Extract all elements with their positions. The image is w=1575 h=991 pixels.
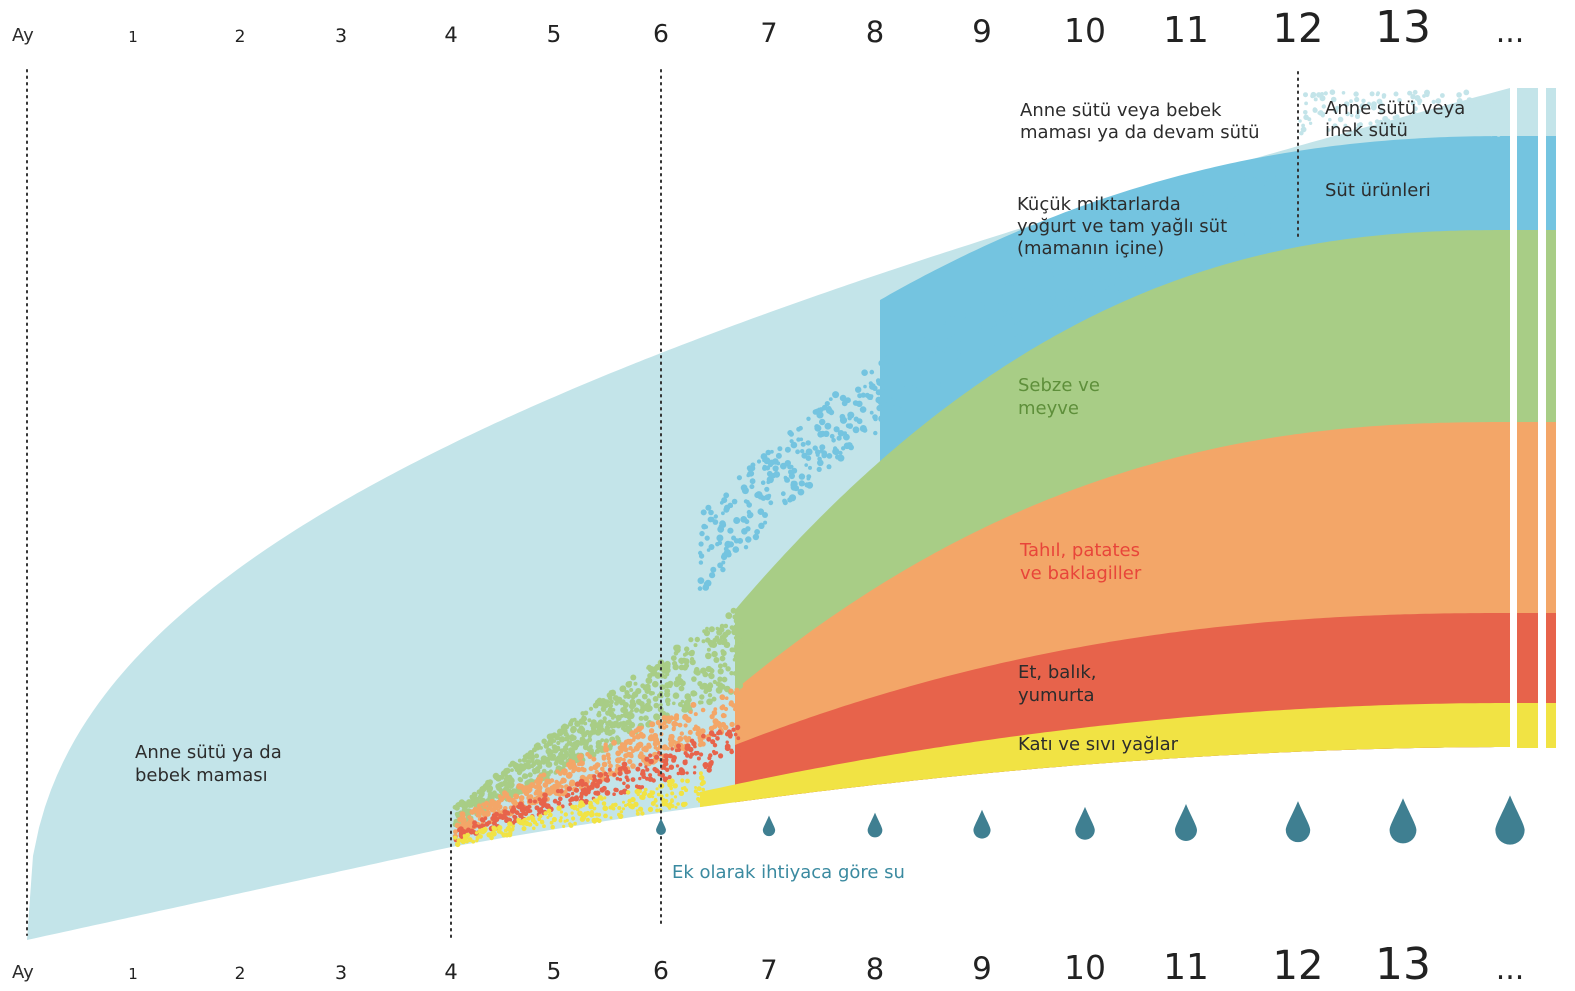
axis-month-top-3: 3	[335, 25, 347, 47]
strip-grain-1	[1546, 422, 1556, 613]
water-drop-icon	[1075, 806, 1095, 840]
label-meat: Et, balık, yumurta	[1018, 662, 1096, 706]
strip-dairy-0	[1517, 136, 1538, 230]
axis-month-bottom-3: 3	[335, 962, 347, 984]
axis-month-top-12: 12	[1273, 6, 1324, 52]
axis-month-bottom-10: 10	[1064, 948, 1106, 987]
axis-month-bottom-4: 4	[444, 960, 457, 984]
water-drop-icon	[762, 815, 776, 837]
dots-meat	[453, 724, 741, 843]
strip-gap-0	[1510, 80, 1517, 760]
axis-month-top-13: 13	[1375, 2, 1431, 53]
dots-milk	[1298, 89, 1506, 139]
strip-meat-1	[1546, 613, 1556, 703]
label-dairy: Süt ürünleri	[1325, 180, 1431, 201]
label-grain: Tahıl, patates ve baklagiller	[1019, 540, 1142, 584]
axis-month-top-6: 6	[653, 19, 669, 48]
water-drop-icon	[867, 812, 883, 838]
axis-month-top-11: 11	[1163, 10, 1209, 51]
water-drop-icon	[656, 818, 666, 835]
axis-unit-bottom: Ay	[12, 962, 34, 983]
water-drop-icon	[1495, 795, 1525, 845]
axis-month-bottom-8: 8	[866, 952, 884, 986]
month-markers	[26, 69, 1299, 941]
axis-month-top-2: 2	[235, 27, 246, 47]
axis-month-bottom-6: 6	[653, 956, 669, 985]
axis-month-top-14: ...	[1496, 15, 1525, 50]
label-water: Ek olarak ihtiyaca göre su	[672, 862, 905, 883]
water-drop-icon	[973, 809, 991, 839]
axis-month-bottom-11: 11	[1163, 947, 1209, 988]
axis-month-bottom-7: 7	[760, 955, 777, 986]
strip-veg-1	[1546, 230, 1556, 422]
month-axis: Ay 1 2 3 4 5 6 7 8 9 10 11 12 13 ...Ay 1 2 3 4 5 6 7 8 9 10 11 12 1…	[12, 2, 1524, 990]
axis-month-top-1: 1	[128, 28, 138, 46]
axis-month-bottom-14: ...	[1496, 952, 1525, 987]
label-milk-after12: Anne sütü veya inek sütü	[1325, 98, 1465, 141]
strip-oil-0	[1517, 703, 1538, 748]
axis-month-top-9: 9	[972, 14, 992, 50]
axis-month-top-5: 5	[547, 22, 562, 48]
axis-month-bottom-5: 5	[547, 959, 562, 985]
axis-month-top-4: 4	[444, 23, 457, 47]
band-oil	[700, 703, 1510, 808]
axis-month-bottom-13: 13	[1375, 939, 1431, 990]
strip-meat-0	[1517, 613, 1538, 703]
label-oil: Katı ve sıvı yağlar	[1018, 734, 1179, 755]
band-labels: Anne sütü ya da bebek maması Anne sütü vey…	[135, 98, 1465, 883]
strip-oil-1	[1546, 703, 1556, 748]
axis-month-bottom-2: 2	[235, 964, 246, 984]
label-yogurt: Küçük miktarlarda yoğurt ve tam yağlı süt…	[1017, 194, 1227, 259]
axis-unit-top: Ay	[12, 25, 34, 46]
label-milk-top: Anne sütü veya bebek maması ya da devam s…	[1020, 100, 1260, 143]
label-veg: Sebze ve meyve	[1018, 375, 1100, 419]
axis-month-bottom-1: 1	[128, 965, 138, 983]
axis-month-top-7: 7	[760, 18, 777, 49]
strip-grain-0	[1517, 422, 1538, 613]
water-drops	[656, 795, 1525, 845]
strip-gap-1	[1538, 80, 1546, 760]
axis-month-bottom-12: 12	[1273, 943, 1324, 989]
water-drop-icon	[1175, 804, 1197, 841]
strip-milk-0	[1517, 88, 1538, 136]
axis-month-top-10: 10	[1064, 11, 1106, 50]
dots-dairy	[697, 167, 1290, 591]
dots-oil	[453, 771, 706, 848]
axis-month-bottom-9: 9	[972, 951, 992, 987]
axis-month-top-8: 8	[866, 15, 884, 49]
label-breastmilk: Anne sütü ya da bebek maması	[135, 742, 282, 786]
water-drop-icon	[1285, 801, 1311, 843]
transition-dots	[452, 89, 1506, 848]
strip-veg-0	[1517, 230, 1538, 422]
strip-milk-1	[1546, 88, 1556, 136]
water-drop-icon	[1389, 798, 1417, 844]
food-bands	[27, 80, 1556, 940]
strip-dairy-1	[1546, 136, 1556, 230]
